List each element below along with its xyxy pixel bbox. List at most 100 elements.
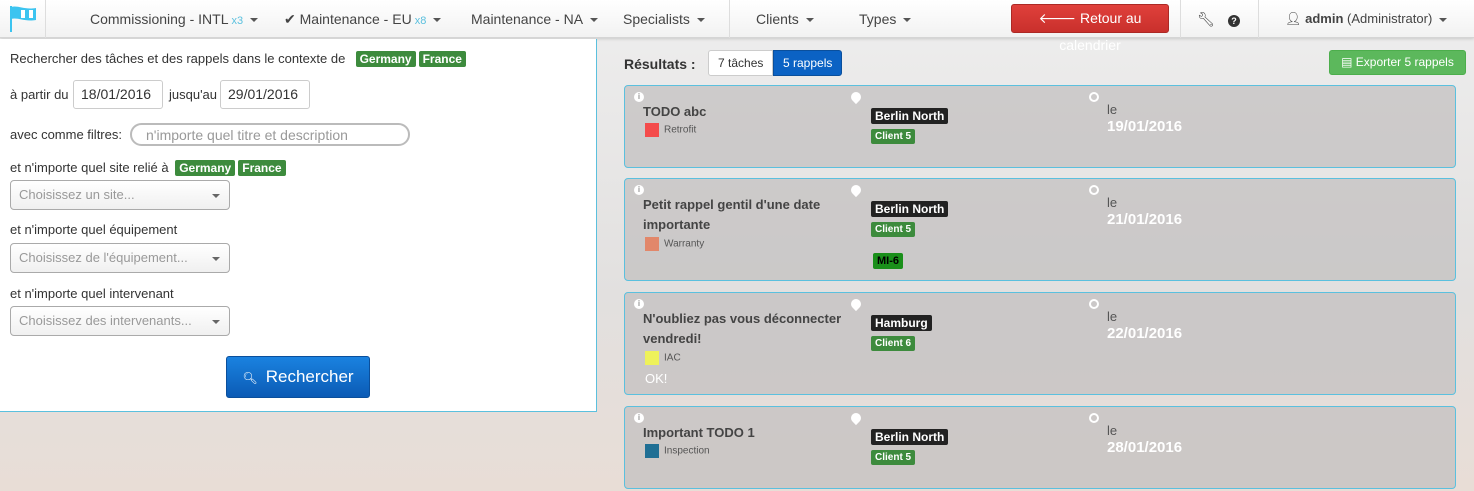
clock-icon [1089, 92, 1099, 102]
client-badge: Client 5 [871, 450, 916, 465]
client-badge: Client 6 [871, 336, 916, 351]
select-placeholder: Choisissez un site... [19, 187, 135, 202]
back-to-calendar-button[interactable]: 🡐 Retour au calendrier [1011, 4, 1169, 53]
caret-down-icon [212, 320, 220, 324]
nav-types[interactable]: Types [859, 0, 912, 38]
table-icon: ▤ [1341, 55, 1356, 69]
map-marker-icon [848, 89, 864, 105]
nav-label: Specialists [623, 11, 690, 27]
button-label: Retour au calendrier [1059, 10, 1142, 53]
category: IAC [645, 351, 681, 365]
caret-down-icon [212, 257, 220, 261]
from-date-input[interactable]: 18/01/2016 [73, 80, 163, 109]
help-icon[interactable]: ? [1228, 0, 1240, 38]
caret-down-icon [805, 18, 814, 23]
reminder-date: 19/01/2016 [1107, 118, 1183, 135]
reminder-date: 22/01/2016 [1107, 325, 1183, 342]
equipment-label: et n'importe quel équipement [10, 222, 178, 237]
search-button[interactable]: 🔍︎ Rechercher [226, 356, 370, 398]
clock-icon [1089, 413, 1099, 423]
site-badge: Hamburg [871, 315, 932, 331]
site-label: et n'importe quel site relié à [10, 160, 169, 175]
divider [1180, 0, 1181, 38]
category: Warranty [645, 237, 704, 251]
button-label: Exporter 5 rappels [1355, 55, 1454, 69]
reminder-card[interactable]: i Petit rappel gentil d'une date importa… [624, 178, 1456, 281]
context-row: Rechercher des tâches et des rappels dan… [10, 51, 466, 67]
info-icon: i [634, 92, 644, 102]
export-button[interactable]: ▤ Exporter 5 rappels [1329, 50, 1466, 75]
button-label: Rechercher [265, 367, 354, 386]
nav-commissioning-intl[interactable]: Commissioning - INTL x3 [90, 0, 259, 38]
category-label: IAC [664, 352, 681, 364]
date-prefix: le [1107, 195, 1118, 210]
date-prefix: le [1107, 309, 1118, 324]
divider [729, 0, 730, 38]
client-badge: Client 5 [871, 222, 916, 237]
reminder-date: 28/01/2016 [1107, 439, 1183, 456]
site-badge: Berlin North [871, 429, 949, 445]
reminder-date: 21/01/2016 [1107, 211, 1183, 228]
info-icon: i [634, 299, 644, 309]
select-placeholder: Choisissez de l'équipement... [19, 250, 188, 265]
search-panel: Rechercher des tâches et des rappels dan… [0, 39, 597, 412]
from-label: à partir du [10, 87, 69, 102]
card-title: Important TODO 1 [643, 425, 755, 440]
context-label: Rechercher des tâches et des rappels dan… [10, 51, 346, 66]
logo-flag-icon[interactable] [0, 0, 46, 38]
user-menu[interactable]: 👤︎ admin (Administrator) [1285, 0, 1448, 38]
reminder-card[interactable]: i TODO abc Retrofit Berlin North Client 5… [624, 85, 1456, 168]
equipment-badge: MI-6 [873, 253, 903, 269]
site-badge: Berlin North [871, 201, 949, 217]
reminder-card[interactable]: i Important TODO 1 Inspection Berlin Nort… [624, 406, 1456, 489]
date-prefix: le [1107, 102, 1118, 117]
caret-down-icon [250, 18, 259, 23]
nav-maintenance-eu[interactable]: ✔ Maintenance - EU x8 [284, 0, 442, 38]
card-title: N'oubliez pas vous déconnecter vendredi! [643, 311, 842, 346]
select-placeholder: Choisissez des intervenants... [19, 313, 192, 328]
nav-label: Maintenance - NA [471, 11, 584, 27]
user-role: (Administrator) [1347, 11, 1433, 26]
card-title: Petit rappel gentil d'une date important… [643, 197, 821, 232]
category-color-swatch [645, 351, 659, 365]
filters-label: avec comme filtres: [10, 127, 122, 142]
site-select[interactable]: Choisissez un site... [10, 180, 230, 210]
equipment-select[interactable]: Choisissez de l'équipement... [10, 243, 230, 273]
top-navbar: Commissioning - INTL x3 ✔ Maintenance - E… [0, 0, 1474, 53]
filter-input[interactable]: n'importe quel titre et description [130, 123, 410, 146]
nav-label: Types [859, 11, 897, 27]
technician-select[interactable]: Choisissez des intervenants... [10, 306, 230, 336]
nav-clients[interactable]: Clients [756, 0, 814, 38]
country-tag: Germany [355, 51, 416, 67]
category-color-swatch [645, 444, 659, 458]
client-badge: Client 5 [871, 129, 916, 144]
category: Inspection [645, 444, 710, 458]
caret-down-icon [1439, 17, 1448, 22]
category-label: Retrofit [664, 124, 697, 136]
nav-label: Maintenance - EU [299, 11, 412, 27]
site-badge: Berlin North [871, 108, 949, 124]
tasks-tab[interactable]: 7 tâches [708, 50, 774, 76]
arrow-left-icon: 🡐 [1038, 10, 1080, 26]
reminders-tab[interactable]: 5 rappels [773, 50, 843, 76]
wrench-icon[interactable]: 🔧︎ [1197, 11, 1215, 27]
category-label: Inspection [664, 445, 710, 457]
nav-label: Commissioning - INTL [90, 11, 229, 27]
check-icon: ✔ [284, 11, 300, 27]
caret-down-icon [212, 194, 220, 198]
nav-specialists[interactable]: Specialists [623, 0, 705, 38]
clock-icon [1089, 299, 1099, 309]
results-label: Résultats : [624, 56, 696, 72]
clock-icon [1089, 185, 1099, 195]
caret-down-icon [433, 18, 442, 23]
card-title: TODO abc [643, 104, 707, 119]
to-date-input[interactable]: 29/01/2016 [220, 80, 310, 109]
map-marker-icon [848, 182, 864, 198]
card-note: OK! [645, 371, 668, 386]
reminder-card[interactable]: i N'oubliez pas vous déconnecter vendred… [624, 292, 1456, 395]
nav-maintenance-na[interactable]: Maintenance - NA [471, 0, 599, 38]
category-color-swatch [645, 237, 659, 251]
caret-down-icon [903, 18, 912, 23]
username: admin [1305, 11, 1344, 26]
nav-count: x8 [414, 15, 427, 27]
